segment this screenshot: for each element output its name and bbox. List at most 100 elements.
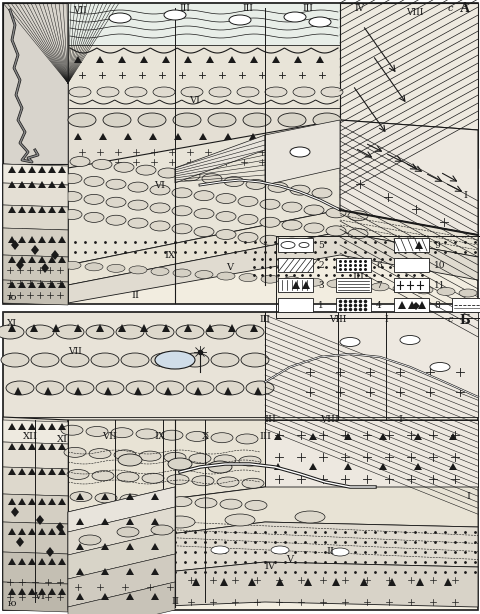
- Text: III: III: [259, 316, 270, 325]
- Ellipse shape: [103, 113, 131, 127]
- Polygon shape: [228, 324, 236, 332]
- Polygon shape: [58, 588, 66, 595]
- Text: VIII: VIII: [320, 416, 339, 424]
- Ellipse shape: [151, 268, 168, 276]
- Ellipse shape: [105, 521, 135, 533]
- Polygon shape: [28, 256, 36, 263]
- Ellipse shape: [144, 495, 167, 505]
- Polygon shape: [192, 578, 200, 586]
- Ellipse shape: [193, 191, 214, 201]
- Polygon shape: [250, 324, 257, 332]
- Polygon shape: [359, 578, 367, 586]
- Polygon shape: [336, 278, 370, 292]
- Ellipse shape: [101, 553, 119, 561]
- Polygon shape: [274, 463, 281, 470]
- Ellipse shape: [194, 498, 216, 508]
- Polygon shape: [393, 238, 428, 252]
- Polygon shape: [28, 498, 36, 505]
- Ellipse shape: [260, 235, 279, 245]
- Polygon shape: [28, 528, 36, 535]
- Polygon shape: [118, 56, 126, 63]
- Ellipse shape: [142, 473, 164, 483]
- Text: ю: ю: [8, 599, 16, 608]
- Polygon shape: [413, 433, 421, 440]
- Polygon shape: [104, 387, 112, 395]
- Polygon shape: [28, 206, 36, 213]
- Ellipse shape: [216, 193, 236, 203]
- Ellipse shape: [303, 205, 324, 215]
- Ellipse shape: [289, 147, 309, 157]
- Polygon shape: [101, 518, 109, 525]
- Polygon shape: [68, 554, 175, 607]
- Ellipse shape: [151, 548, 168, 556]
- Polygon shape: [8, 423, 16, 430]
- Polygon shape: [277, 278, 312, 292]
- Ellipse shape: [66, 381, 94, 395]
- Ellipse shape: [136, 429, 157, 439]
- Polygon shape: [308, 433, 316, 440]
- Ellipse shape: [261, 275, 278, 283]
- Text: 10: 10: [433, 260, 444, 270]
- Ellipse shape: [281, 238, 301, 248]
- Text: 2: 2: [317, 260, 323, 270]
- Ellipse shape: [216, 272, 235, 280]
- Polygon shape: [3, 205, 68, 230]
- Polygon shape: [8, 281, 16, 288]
- Ellipse shape: [236, 434, 257, 444]
- Polygon shape: [3, 312, 264, 417]
- Polygon shape: [68, 420, 477, 512]
- Ellipse shape: [281, 220, 301, 230]
- Polygon shape: [18, 288, 26, 295]
- Polygon shape: [378, 463, 386, 470]
- Polygon shape: [38, 528, 46, 535]
- Ellipse shape: [216, 212, 236, 222]
- Ellipse shape: [292, 87, 314, 97]
- Ellipse shape: [61, 353, 89, 367]
- Polygon shape: [48, 206, 56, 213]
- Ellipse shape: [172, 224, 192, 234]
- Ellipse shape: [157, 168, 178, 178]
- Ellipse shape: [216, 477, 239, 487]
- Ellipse shape: [238, 233, 257, 243]
- Polygon shape: [387, 578, 395, 586]
- Polygon shape: [28, 181, 36, 188]
- Polygon shape: [126, 568, 134, 575]
- Polygon shape: [3, 582, 68, 612]
- Ellipse shape: [281, 202, 301, 212]
- Polygon shape: [264, 312, 477, 417]
- Polygon shape: [48, 588, 56, 595]
- Text: VI: VI: [154, 181, 165, 190]
- Ellipse shape: [85, 263, 103, 271]
- Polygon shape: [336, 298, 370, 312]
- Polygon shape: [339, 120, 477, 235]
- Polygon shape: [8, 206, 16, 213]
- Text: V: V: [286, 556, 293, 564]
- Polygon shape: [26, 248, 34, 255]
- Ellipse shape: [36, 381, 64, 395]
- Ellipse shape: [294, 511, 324, 523]
- Text: I: I: [384, 316, 387, 325]
- Ellipse shape: [180, 87, 203, 97]
- Polygon shape: [393, 258, 428, 272]
- Polygon shape: [274, 433, 281, 440]
- Ellipse shape: [180, 353, 209, 367]
- Ellipse shape: [414, 286, 432, 294]
- Polygon shape: [175, 135, 264, 183]
- Polygon shape: [76, 568, 84, 575]
- Text: XI: XI: [7, 319, 17, 328]
- Ellipse shape: [216, 381, 243, 395]
- Ellipse shape: [348, 281, 366, 289]
- Polygon shape: [68, 487, 175, 610]
- Text: 1: 1: [317, 300, 323, 309]
- Polygon shape: [58, 166, 66, 173]
- Polygon shape: [68, 487, 175, 532]
- Text: VII: VII: [73, 6, 87, 15]
- Polygon shape: [3, 164, 68, 185]
- Polygon shape: [193, 387, 202, 395]
- Polygon shape: [48, 236, 56, 243]
- Ellipse shape: [202, 174, 222, 184]
- Polygon shape: [18, 498, 26, 505]
- Ellipse shape: [244, 500, 266, 510]
- Polygon shape: [451, 298, 480, 312]
- Ellipse shape: [70, 492, 92, 502]
